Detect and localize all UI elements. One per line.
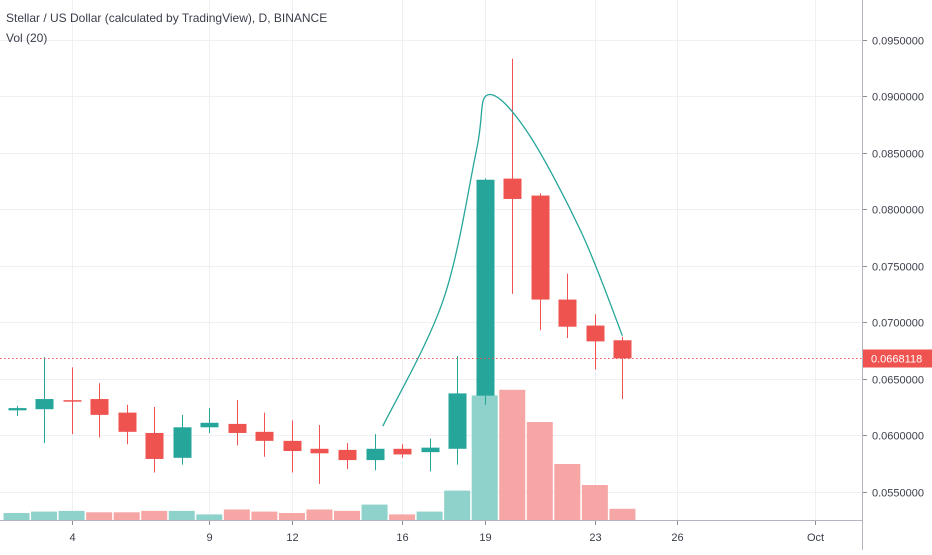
volume-bar [251, 511, 278, 520]
candle-body [393, 448, 412, 455]
last-price-label: 0.0668118 [871, 354, 922, 366]
volume-bar [31, 511, 58, 520]
time-tick-label: Oct [807, 532, 824, 544]
candle-body [476, 179, 495, 396]
volume-bar [471, 395, 498, 520]
volume-bar [581, 485, 608, 520]
volume-bar [526, 422, 553, 520]
candle-body [366, 448, 385, 461]
volume-bar [306, 509, 333, 520]
annotation-curve[interactable] [382, 93, 624, 427]
price-tick-label: 0.0950000 [872, 36, 924, 48]
time-tick-label: 26 [671, 532, 683, 544]
candle-body [200, 422, 219, 428]
volume-bar [86, 512, 113, 520]
volume-bar [554, 464, 581, 520]
candle-body [613, 340, 632, 359]
candle-body [283, 440, 302, 452]
price-tick-label: 0.0850000 [872, 149, 924, 161]
candle-body [228, 423, 247, 433]
candle-body [35, 399, 54, 410]
candle-body [118, 412, 137, 432]
candle-layer [8, 58, 632, 484]
price-tick-label: 0.0650000 [872, 375, 924, 387]
volume-bar [444, 490, 471, 520]
candle-body [310, 448, 329, 454]
volume-bar [3, 513, 30, 520]
time-tick-label: 12 [286, 532, 298, 544]
last-price-layer: 0.0668118 [0, 349, 932, 368]
volume-bar [58, 510, 85, 520]
chart-legend: Stellar / US Dollar (calculated by Tradi… [6, 8, 327, 48]
time-tick-label: 23 [589, 532, 601, 544]
volume-bar [416, 511, 443, 520]
price-tick-label: 0.0800000 [872, 205, 924, 217]
volume-bar [361, 504, 388, 520]
candle-body [338, 449, 357, 461]
price-tick-label: 0.0700000 [872, 318, 924, 330]
volume-bar [499, 389, 526, 520]
candle-body [421, 447, 440, 453]
time-tick-label: 9 [206, 532, 212, 544]
price-tick-label: 0.0900000 [872, 92, 924, 104]
symbol-title: Stellar / US Dollar (calculated by Tradi… [6, 11, 328, 25]
candle-body [145, 432, 164, 459]
volume-bar [168, 510, 195, 520]
time-tick-label: 4 [69, 532, 75, 544]
volume-bar [609, 508, 636, 520]
volume-bar [223, 509, 250, 520]
annotation-layer [382, 93, 624, 427]
volume-layer [3, 389, 636, 520]
time-tick-label: 19 [479, 532, 491, 544]
candle-body [63, 400, 82, 402]
volume-bar [278, 513, 305, 520]
price-tick-label: 0.0550000 [872, 488, 924, 500]
candle-body [448, 393, 467, 449]
volume-bar [196, 514, 223, 520]
time-tick-label: 16 [396, 532, 408, 544]
volume-bar [334, 510, 361, 520]
volume-bar [141, 510, 168, 520]
candle-body [255, 431, 274, 441]
volume-bar [113, 512, 140, 520]
price-tick-label: 0.0750000 [872, 262, 924, 274]
candle-body [8, 408, 27, 411]
candle-body [173, 427, 192, 458]
volume-indicator-label: Vol (20) [6, 31, 48, 45]
price-tick-label: 0.0600000 [872, 431, 924, 443]
last-price-badge [863, 349, 932, 368]
candle-body [586, 325, 605, 342]
candle-body [90, 399, 109, 415]
candle-body [531, 195, 550, 300]
volume-bar [389, 514, 416, 520]
candle-body [503, 178, 522, 199]
candle-body [558, 299, 577, 327]
